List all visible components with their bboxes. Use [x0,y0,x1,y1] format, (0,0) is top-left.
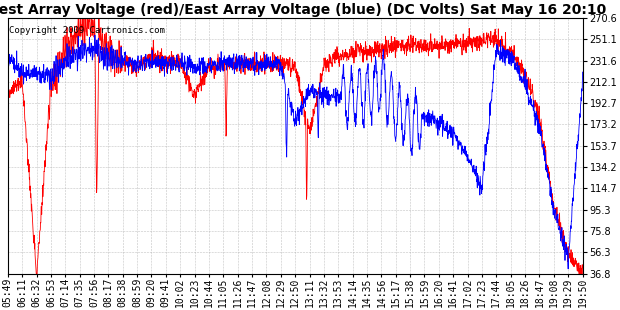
Text: Copyright 2009 Cartronics.com: Copyright 2009 Cartronics.com [9,26,165,35]
Title: West Array Voltage (red)/East Array Voltage (blue) (DC Volts) Sat May 16 20:10: West Array Voltage (red)/East Array Volt… [0,3,606,17]
